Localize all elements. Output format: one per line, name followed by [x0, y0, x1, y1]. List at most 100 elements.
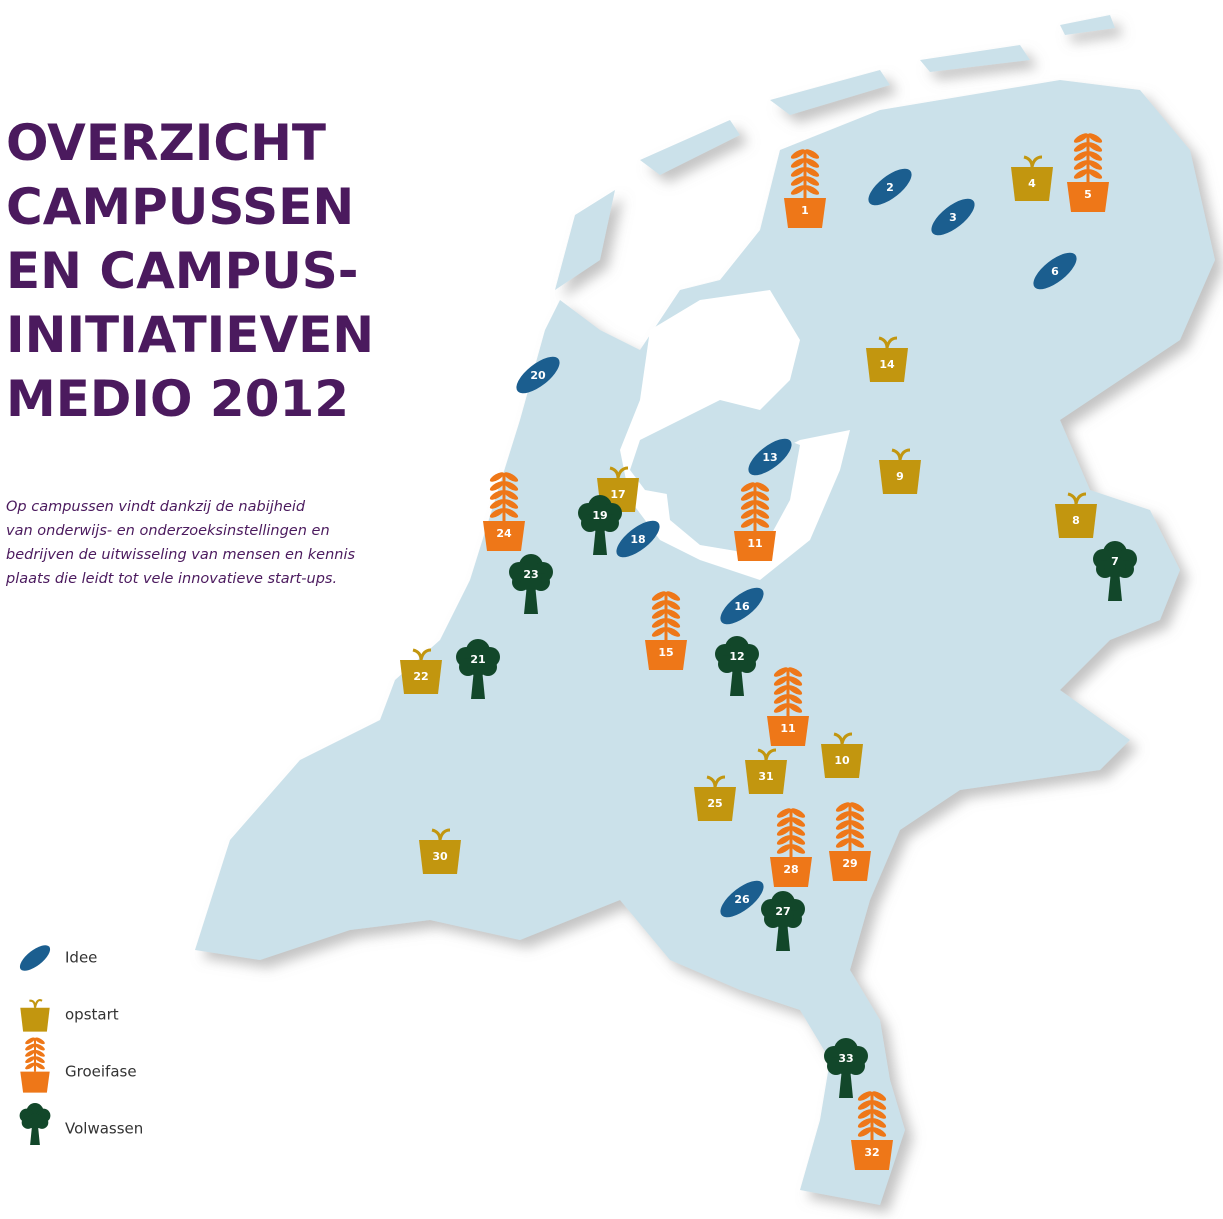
marker-groei: 11	[767, 667, 809, 746]
marker-label: 6	[1051, 265, 1059, 278]
legend-label: opstart	[65, 1006, 119, 1024]
marker-idee: 20	[516, 356, 560, 394]
grain	[773, 694, 789, 704]
crown	[1104, 556, 1126, 578]
marker-groei: 5	[1067, 133, 1109, 212]
pot	[879, 460, 921, 494]
grain	[849, 829, 865, 839]
marker-label: 3	[949, 211, 957, 224]
crown	[726, 651, 748, 673]
grain	[776, 844, 792, 854]
pot	[1055, 504, 1097, 538]
grain	[651, 600, 667, 610]
subtitle-line: Op campussen vindt dankzij de nabijheid	[6, 499, 306, 515]
marker-label: 27	[775, 905, 790, 918]
idee-leaf	[616, 520, 660, 558]
grain	[34, 1037, 45, 1045]
grain	[651, 591, 667, 601]
marker-opstart: 25	[694, 775, 736, 821]
grain	[489, 481, 505, 491]
grain	[857, 1118, 873, 1128]
marker-label: 10	[834, 754, 850, 767]
pot	[866, 348, 908, 382]
grain	[804, 167, 820, 177]
grain	[1073, 160, 1089, 170]
pot	[694, 787, 736, 821]
idee-leaf	[748, 438, 792, 476]
grain	[1087, 142, 1103, 152]
marker-volwassen: 33	[824, 1038, 868, 1098]
marker-idee: 16	[720, 587, 764, 625]
grain	[773, 685, 789, 695]
grain	[871, 1091, 887, 1101]
crown	[467, 654, 489, 676]
grain	[1087, 169, 1103, 179]
grain	[489, 472, 505, 482]
marker-label: 2	[886, 181, 894, 194]
marker-label: 17	[610, 488, 625, 501]
marker-opstart: 9	[879, 448, 921, 494]
grain	[857, 1091, 873, 1101]
map	[195, 15, 1215, 1205]
title-line: OVERZICHT	[6, 114, 326, 172]
grain	[651, 618, 667, 628]
pot	[734, 531, 776, 561]
grain	[871, 1127, 887, 1137]
marker-idee: 6	[1033, 252, 1077, 290]
grain	[776, 808, 792, 818]
sprout	[1067, 492, 1087, 505]
grain	[787, 685, 803, 695]
pot	[20, 1071, 50, 1093]
marker-groei: 24	[483, 472, 525, 551]
marker-opstart: 4	[1011, 155, 1053, 201]
grain	[489, 499, 505, 509]
marker-idee: 26	[720, 880, 764, 918]
subtitle-line: bedrijven de uitwisseling van mensen en …	[6, 547, 355, 563]
grain	[790, 167, 806, 177]
pot	[770, 857, 812, 887]
grain	[787, 667, 803, 677]
grain	[651, 609, 667, 619]
marker-label: 15	[658, 646, 673, 659]
grain	[665, 609, 681, 619]
grain	[25, 1056, 36, 1064]
crown	[835, 1053, 857, 1075]
marker-label: 23	[523, 568, 538, 581]
marker-opstart: 30	[419, 828, 461, 874]
grain	[787, 694, 803, 704]
grain	[740, 491, 756, 501]
marker-label: 32	[864, 1146, 879, 1159]
marker-label: 9	[896, 470, 904, 483]
marker-label: 16	[734, 600, 750, 613]
subtitle-line: van onderwijs- en onderzoeksinstellingen…	[6, 523, 330, 539]
idee-leaf	[931, 198, 975, 236]
subtitle-line: plaats die leidt tot vele innovatieve st…	[5, 571, 337, 587]
grain	[1087, 160, 1103, 170]
grain	[849, 820, 865, 830]
grain	[790, 817, 806, 827]
grain	[790, 808, 806, 818]
marker-label: 29	[842, 857, 857, 870]
grain	[34, 1050, 45, 1057]
legend: Idee opstart Groeifase Volwassen	[19, 945, 143, 1145]
pot	[851, 1140, 893, 1170]
grain	[835, 802, 851, 812]
pot	[829, 851, 871, 881]
marker-label: 22	[413, 670, 428, 683]
marker-idee: 13	[748, 438, 792, 476]
legend-label: Idee	[65, 949, 97, 967]
pot	[1011, 167, 1053, 201]
marker-idee: 3	[931, 198, 975, 236]
pot	[1067, 182, 1109, 212]
grain	[857, 1127, 873, 1137]
grain	[489, 508, 505, 518]
marker-opstart: 22	[400, 648, 442, 694]
grain	[25, 1050, 36, 1057]
pot	[784, 198, 826, 228]
sprout	[609, 466, 629, 479]
grain	[754, 518, 770, 528]
title-line: CAMPUSSEN	[6, 178, 354, 236]
marker-opstart: 14	[866, 336, 908, 382]
marker-groei: 1	[784, 149, 826, 228]
